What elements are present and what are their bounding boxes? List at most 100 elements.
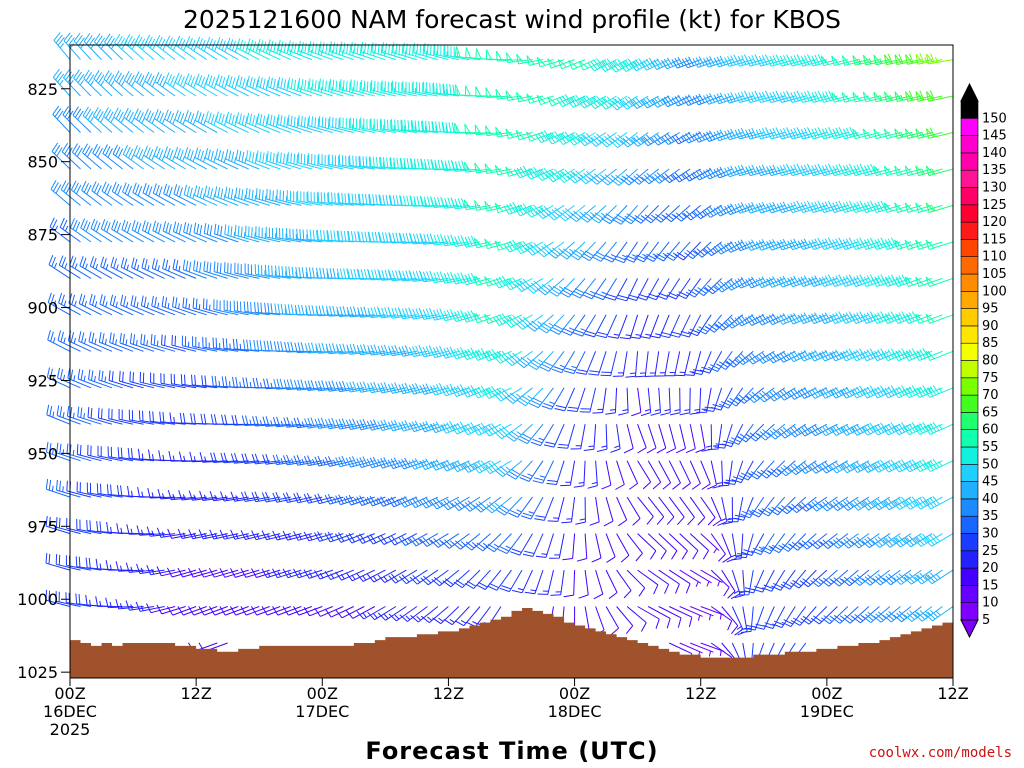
wind-barb [819,533,849,549]
wind-barb [658,606,682,628]
wind-barb [852,606,880,624]
wind-barb [367,306,396,319]
wind-barb [188,529,218,540]
wind-barb [776,350,807,363]
colorbar-swatch [960,602,979,621]
wind-barb [524,166,554,180]
wind-barb [389,232,417,244]
wind-barb [495,126,523,138]
wind-barb [350,41,375,61]
wind-barb [124,34,144,60]
wind-barb [119,370,144,389]
wind-barb [349,117,375,133]
wind-barb [524,204,554,218]
wind-barb [647,496,665,525]
wind-barb [508,496,533,518]
wind-barb [503,239,533,253]
wind-barb [234,224,260,243]
wind-barb [233,300,260,316]
wind-barb [789,533,817,551]
wind-barb [136,525,165,536]
wind-barb [504,387,533,404]
wind-barb [356,381,386,393]
y-axis: 825 850 875 900 925 950 975 1000 1025 [17,80,70,682]
wind-barb [745,314,775,326]
wind-barb [514,240,544,255]
wind-barb [171,334,197,352]
wind-barb [193,185,218,206]
wind-barb [676,278,702,300]
wind-barb [700,569,723,587]
wind-barb [204,148,228,170]
wind-barb [174,109,197,133]
wind-barb [76,518,102,535]
wind-barb [590,205,617,224]
wind-barb [605,569,618,600]
wind-barb [144,34,165,60]
wind-barb [338,192,365,206]
x-tick-label: 00Z [307,684,338,703]
wind-barb [178,490,207,501]
wind-barb [79,256,102,279]
wind-barb [883,202,912,213]
wind-barb [730,569,741,600]
wind-barb [305,305,333,316]
wind-barb [56,405,81,425]
wind-barb [839,126,870,140]
wind-barb [256,150,281,170]
wind-barb [398,496,428,508]
wind-barb [144,71,165,97]
wind-barb [683,351,702,376]
wind-barb [345,606,376,619]
colorbar-swatch [960,187,979,206]
wind-barb [360,79,386,97]
wind-barb [605,606,620,636]
wind-barb [881,237,912,250]
wind-barb [388,606,418,622]
wind-barb [62,106,81,133]
wind-barb [444,44,470,61]
wind-barb [73,69,92,97]
colorbar-label: 110 [982,250,1007,265]
wind-barb [135,601,165,612]
colorbar-swatch [960,377,979,396]
colorbar-swatch [960,481,979,500]
wind-barb [111,181,134,206]
wind-barb [388,269,417,282]
wind-barb [83,69,102,97]
wind-barb [83,32,102,60]
wind-barb [304,342,333,354]
wind-barb [545,168,575,183]
wind-barb [266,113,291,133]
wind-barb [892,422,922,436]
wind-barb [97,407,123,425]
wind-barb [925,202,954,213]
wind-barb [172,221,197,243]
wind-barb [77,368,102,389]
wind-barb [461,310,491,323]
wind-barb [192,336,218,352]
wind-barb [555,94,586,108]
y-tick-label: 975 [27,517,58,536]
wind-barb [616,606,634,635]
wind-barb [740,496,765,519]
wind-barb [461,422,491,436]
wind-barb [461,384,491,398]
colorbar-swatch [960,567,979,586]
wind-barb [164,72,186,97]
wind-barb [902,422,933,436]
wind-barb [767,423,796,440]
wind-barb [276,189,302,206]
wind-barb [204,185,228,206]
wind-barb [724,314,754,329]
wind-barb [596,314,618,339]
wind-barb [624,241,649,263]
wind-barb [725,350,754,368]
wind-barb [925,276,954,287]
wind-barb [695,424,706,453]
wind-barb [297,190,323,206]
wind-barb [381,80,407,97]
wind-barb [461,235,491,248]
wind-barb [273,341,302,352]
